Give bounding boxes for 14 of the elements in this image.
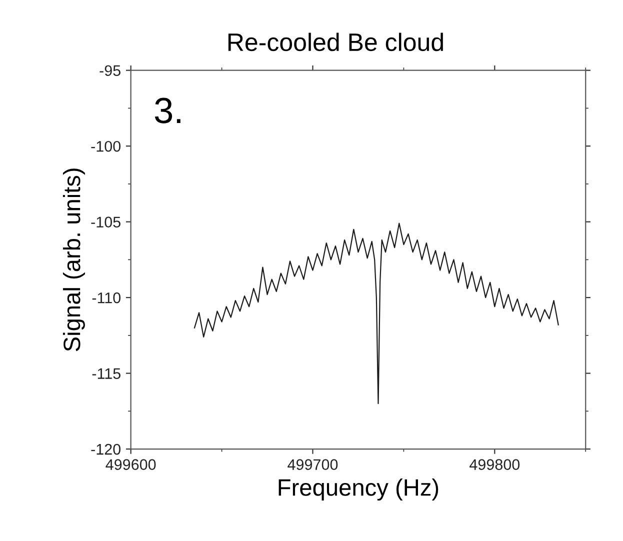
x-tick-label: 499600	[106, 459, 156, 470]
y-tick-label: -105	[91, 216, 120, 228]
y-axis-title: Signal (arb. units)	[62, 168, 85, 352]
x-tick-label: 499700	[288, 459, 338, 470]
annotation: 3.	[154, 98, 180, 124]
y-tick-label: -110	[92, 292, 121, 304]
y-tick-label: -120	[91, 444, 121, 455]
x-tick-label: 499800	[470, 459, 520, 470]
y-tick-label: -115	[92, 368, 120, 379]
line-series	[194, 222, 559, 404]
x-axis-title: Frequency (Hz)	[278, 478, 438, 501]
chart-title: Re-cooled Be cloud	[228, 32, 443, 52]
y-tick-label: -95	[100, 65, 120, 76]
y-tick-label: -100	[91, 140, 121, 152]
